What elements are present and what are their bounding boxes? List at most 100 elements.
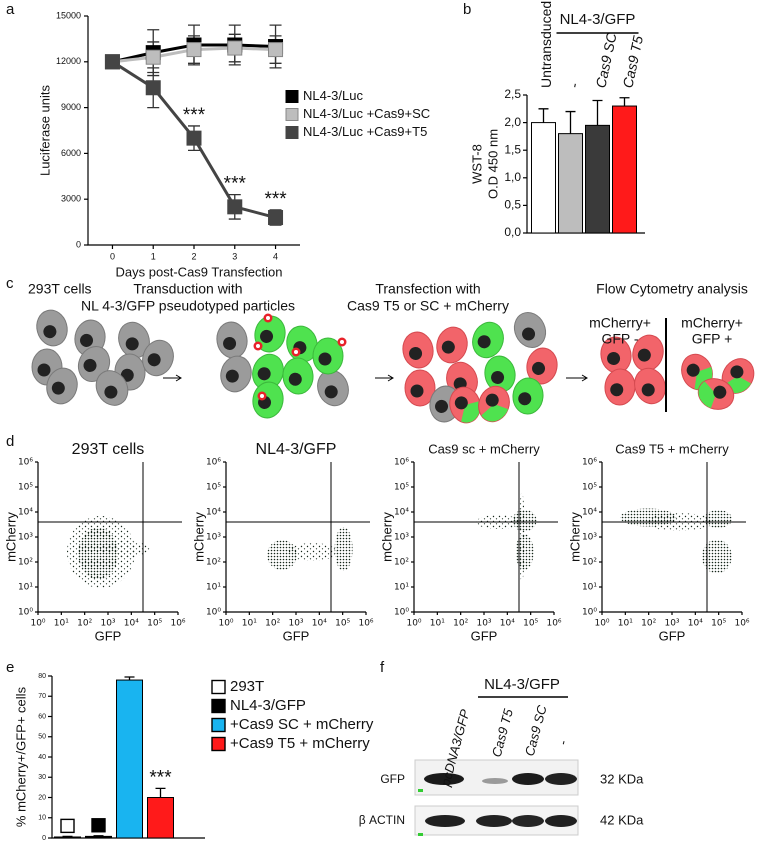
x-tick-label: 10¹ — [430, 619, 445, 629]
bar — [85, 835, 112, 839]
y-tick-label: 10⁶ — [18, 458, 33, 468]
y-tick-label: 30 — [38, 774, 46, 781]
x-tick-label: 10⁰ — [30, 619, 45, 629]
step-label: Transfection with — [375, 281, 480, 297]
x-tick-label: 10³ — [476, 619, 491, 629]
event-cloud — [267, 540, 297, 570]
x-tick-label: 10³ — [100, 619, 115, 629]
x-tick-label: 10² — [77, 619, 92, 629]
y-tick-label: 1,0 — [504, 170, 521, 184]
marker — [186, 130, 202, 146]
x-axis-label: GFP — [95, 628, 122, 643]
bar — [558, 133, 583, 234]
y-tick-label: 10⁶ — [582, 458, 597, 468]
event-cloud — [620, 508, 677, 527]
gate-label: mCherry+ — [681, 315, 743, 331]
cell-group — [213, 313, 354, 421]
error-bar — [619, 97, 630, 107]
y-tick-label: 70 — [38, 693, 46, 700]
y-tick-label: 2,0 — [504, 115, 521, 129]
y-tick-label: 10² — [206, 558, 221, 568]
y-tick-label: 10² — [18, 558, 33, 568]
bar — [585, 124, 610, 234]
bar-marker — [60, 818, 75, 834]
category-label: Untransduced — [538, 1, 554, 88]
marker — [186, 42, 202, 58]
error-bar — [565, 110, 576, 134]
cell-group — [31, 306, 179, 412]
y-tick-label: 10⁵ — [206, 483, 221, 493]
y-tick-label: 0 — [42, 835, 46, 842]
y-tick-label: 12000 — [56, 56, 81, 66]
step-label: Cas9 T5 or SC + mCherry — [347, 298, 509, 314]
category-label: - — [565, 81, 582, 89]
marker — [145, 80, 161, 96]
event-cloud — [288, 543, 337, 561]
event-cloud — [512, 509, 537, 532]
bar — [116, 679, 143, 839]
y-tick-label: 10⁰ — [582, 608, 597, 618]
size-label: 42 KDa — [600, 812, 644, 827]
marker — [145, 49, 161, 65]
y-tick-label: 50 — [38, 734, 46, 741]
x-tick-label: 10⁶ — [546, 619, 561, 629]
legend-swatch — [211, 679, 226, 695]
error-bar — [62, 835, 73, 838]
plot-title: Cas9 T5 + mCherry — [615, 441, 729, 456]
x-tick-label: 10⁵ — [147, 619, 162, 629]
x-tick-label: 10⁵ — [711, 619, 726, 629]
y-tick-label: 6000 — [61, 148, 81, 158]
x-tick-label: 10¹ — [618, 619, 633, 629]
x-tick-label: 10⁵ — [335, 619, 350, 629]
y-axis-label: mCherry — [3, 512, 18, 562]
gate-label: mCherry+ — [589, 315, 651, 331]
y-tick-label: 80 — [38, 673, 46, 680]
arrows — [163, 374, 588, 382]
step-label: 293T cells — [28, 281, 92, 297]
x-tick-label: 10² — [641, 619, 656, 629]
step-label: NL 4-3/GFP pseudotyped particles — [81, 298, 295, 314]
bar-marker — [91, 818, 106, 833]
marker — [227, 40, 243, 56]
error-bar — [592, 99, 603, 126]
annotation: *** — [224, 174, 247, 195]
y-tick-label: 10⁰ — [394, 608, 409, 618]
y-axis-label: Luciferase units — [37, 84, 52, 176]
y-axis-label: mCherry — [191, 512, 206, 562]
marker — [104, 54, 120, 70]
y-tick-label: 0 — [76, 239, 81, 249]
y-axis-label: O.D 450 nm — [485, 129, 500, 199]
step-label: Flow Cytometry analysis — [596, 281, 748, 297]
legend-label: NL4-3/Luc — [303, 88, 363, 103]
y-tick-label: 10³ — [18, 533, 33, 543]
x-tick-label: 10² — [453, 619, 468, 629]
y-tick-label: 10¹ — [582, 583, 597, 593]
y-tick-label: 10³ — [582, 533, 597, 543]
y-tick-label: 10 — [38, 815, 46, 822]
x-tick-label: 10⁶ — [358, 619, 373, 629]
error-bar — [124, 676, 135, 681]
y-tick-label: 40 — [38, 754, 46, 761]
x-axis-label: Days post-Cas9 Transfection — [116, 264, 283, 279]
x-axis-label: GFP — [283, 628, 310, 643]
y-tick-label: 10⁰ — [206, 608, 221, 618]
marker — [268, 42, 284, 58]
marker — [227, 199, 243, 215]
plot-title: 293T cells — [72, 441, 145, 458]
annotation: *** — [149, 767, 172, 788]
legend-swatch — [211, 698, 226, 714]
legend-swatch — [211, 736, 226, 752]
row-label: GFP — [380, 772, 405, 786]
blot-bands — [418, 773, 577, 836]
y-tick-label: 10⁴ — [206, 508, 221, 518]
category-label: Cas9 T5 — [619, 34, 646, 89]
y-axis-label: WST-8 — [469, 144, 484, 184]
panel-label: c — [6, 275, 14, 292]
y-tick-label: 10¹ — [206, 583, 221, 593]
size-label: 32 KDa — [600, 771, 644, 786]
y-tick-label: 10⁴ — [582, 508, 597, 518]
y-tick-label: 3000 — [61, 194, 81, 204]
y-tick-label: 1,5 — [504, 142, 521, 156]
lane-label: Cas9 SC — [522, 703, 550, 758]
